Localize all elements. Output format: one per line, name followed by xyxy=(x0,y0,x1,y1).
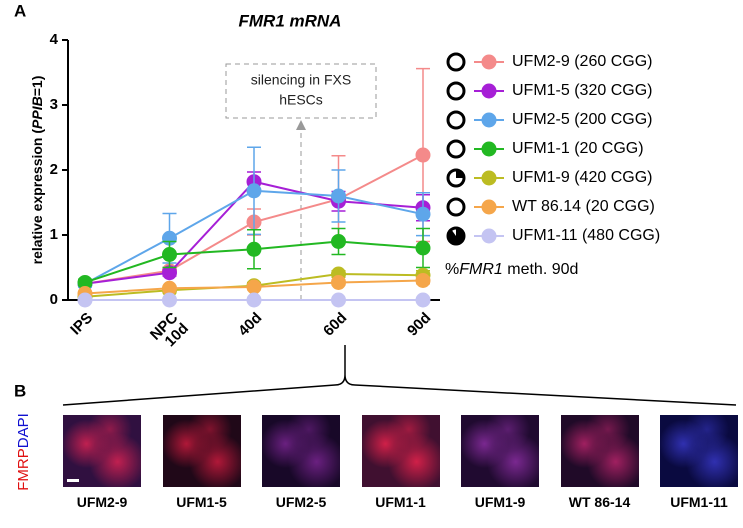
legend-marker xyxy=(481,112,497,128)
stain-labels: FMRPDAPI xyxy=(15,413,32,491)
data-point xyxy=(415,206,431,222)
panel-label: B xyxy=(14,381,26,400)
image-panel xyxy=(63,415,141,487)
legend-label: UFM1-9 (420 CGG) xyxy=(512,169,652,186)
stain-label: DAPI xyxy=(15,413,32,448)
data-point xyxy=(415,240,431,256)
chart-title: FMR1 mRNA xyxy=(239,11,342,30)
image-label: WT 86-14 xyxy=(568,494,631,510)
meth-pie-outline xyxy=(446,110,466,130)
data-point xyxy=(162,280,177,296)
data-point xyxy=(246,183,262,199)
data-point xyxy=(77,292,93,308)
data-point xyxy=(246,292,262,308)
data-point xyxy=(331,274,346,290)
legend-marker xyxy=(481,170,497,186)
y-tick-label: 2 xyxy=(50,161,58,178)
y-axis-label: relative expression (PPIB=1) xyxy=(29,76,45,265)
legend-note: %FMR1 meth. 90d xyxy=(445,261,578,278)
data-point xyxy=(246,241,262,257)
legend-label: UFM2-9 (260 CGG) xyxy=(512,53,652,70)
scale-bar xyxy=(67,479,79,482)
meth-pie-outline xyxy=(446,81,466,101)
image-label: UFM1-11 xyxy=(670,494,728,510)
image-label: UFM1-1 xyxy=(375,494,426,510)
legend-marker xyxy=(481,54,497,70)
annotation: silencing in FXS xyxy=(251,72,351,88)
image-panel xyxy=(560,415,639,487)
image-panel xyxy=(461,415,539,487)
data-point xyxy=(331,292,346,308)
legend-label: WT 86.14 (20 CGG) xyxy=(512,198,655,215)
data-point xyxy=(331,234,346,249)
data-point xyxy=(246,279,262,295)
data-point xyxy=(162,265,177,281)
stain-label: FMRP xyxy=(15,448,32,491)
image-label: UFM1-9 xyxy=(474,494,526,510)
data-point xyxy=(162,292,177,308)
image-label: UFM1-5 xyxy=(176,494,227,510)
meth-pie-outline xyxy=(446,197,466,217)
legend-label: UFM1-5 (320 CGG) xyxy=(512,82,652,99)
legend-marker xyxy=(481,228,497,244)
meth-pie-outline xyxy=(446,139,466,159)
data-point xyxy=(331,188,346,204)
data-point xyxy=(415,273,431,288)
meth-pie-outline xyxy=(446,52,466,72)
image-panel xyxy=(660,415,738,487)
note-part: FMR1 xyxy=(459,261,503,278)
image-label: UFM2-5 xyxy=(275,494,327,510)
legend-marker xyxy=(481,141,497,157)
data-point xyxy=(415,147,431,163)
panel-label: A xyxy=(14,1,26,20)
y-label-part: PPIB xyxy=(29,96,45,129)
meth-pie-wedge xyxy=(456,170,464,178)
y-tick-label: 0 xyxy=(50,291,58,308)
annotation: hESCs xyxy=(279,92,323,108)
data-point xyxy=(415,292,431,308)
legend-label: UFM2-5 (200 CGG) xyxy=(512,111,652,128)
bracket xyxy=(62,345,737,406)
y-tick-label: 4 xyxy=(50,31,59,48)
y-tick-label: 1 xyxy=(50,226,58,243)
legend-marker xyxy=(481,199,497,215)
y-label-part: relative expression ( xyxy=(29,129,45,265)
legend-label: UFM1-1 (20 CGG) xyxy=(512,140,644,157)
meth-pie-wedge xyxy=(448,228,464,244)
image-panel xyxy=(262,415,340,487)
annotation-box xyxy=(225,63,377,119)
data-point xyxy=(77,274,93,290)
data-point xyxy=(162,247,177,262)
image-panel xyxy=(162,415,241,487)
note-part: meth. 90d xyxy=(503,261,579,278)
image-panel xyxy=(361,415,440,487)
image-label: UFM2-9 xyxy=(76,494,128,510)
legend-label: UFM1-11 (480 CGG) xyxy=(512,227,660,244)
note-part: % xyxy=(445,261,459,278)
legend-marker xyxy=(481,83,497,99)
y-tick-label: 3 xyxy=(50,96,58,113)
y-label-part: =1) xyxy=(29,76,45,97)
annotation-arrow xyxy=(296,120,306,130)
